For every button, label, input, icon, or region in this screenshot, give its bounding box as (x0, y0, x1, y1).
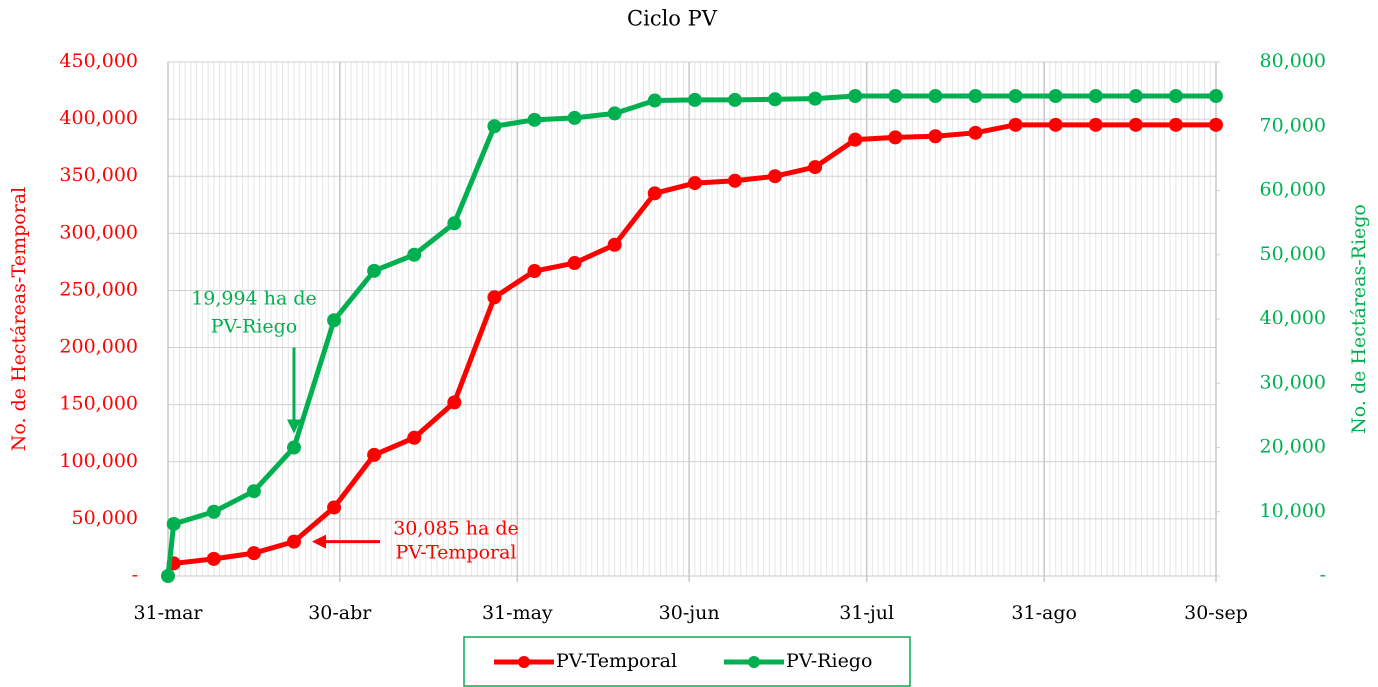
series-point (161, 569, 175, 583)
y2-tick-label: 40,000 (1260, 307, 1326, 329)
series-point (327, 313, 342, 328)
chart-title: Ciclo PV (627, 7, 718, 31)
series-point (1048, 89, 1063, 104)
series-point (1168, 117, 1183, 132)
series-point (527, 264, 542, 279)
series-point (607, 106, 622, 121)
y-tick-label: 350,000 (59, 164, 138, 186)
y2-tick-label: 20,000 (1260, 436, 1326, 458)
series-point (848, 89, 863, 104)
y-tick-label: 400,000 (59, 107, 138, 129)
series-point (367, 447, 382, 462)
x-tick-label: 30-jun (659, 602, 720, 624)
series-point (487, 119, 502, 134)
y2-axis-label: No. de Hectáreas-Riego (1348, 204, 1370, 434)
series-point (527, 112, 542, 127)
x-tick-label: 30-abr (308, 602, 372, 624)
annotation-text: 19,994 ha de (191, 288, 317, 310)
x-tick-label: 31-mar (133, 602, 203, 624)
series-point (808, 160, 823, 175)
annotation-text: 30,085 ha de (393, 518, 519, 540)
series-point (768, 169, 783, 184)
y-tick-label: 200,000 (59, 336, 138, 358)
series-point (407, 430, 422, 445)
x-tick-label: 31-may (482, 602, 553, 624)
series-point (607, 237, 622, 252)
annotation-text: PV-Temporal (395, 542, 516, 564)
y2-tick-label: 30,000 (1260, 371, 1326, 393)
series-point (1128, 117, 1143, 132)
series-point (968, 125, 983, 140)
series-point (246, 484, 261, 499)
series-point (727, 173, 742, 188)
series-point (1209, 117, 1223, 132)
series-point (286, 534, 301, 549)
y-tick-label: 250,000 (59, 278, 138, 300)
series-point (166, 516, 181, 531)
series-point (1008, 89, 1023, 104)
series-point (447, 216, 462, 231)
legend-label: PV-Temporal (556, 650, 677, 672)
series-point (1048, 117, 1063, 132)
series-point (1209, 89, 1223, 104)
y2-tick-label: 80,000 (1260, 50, 1326, 72)
series-point (928, 89, 943, 104)
series-point (647, 93, 662, 108)
series-point (286, 440, 301, 455)
y2-tick-label: 50,000 (1260, 243, 1326, 265)
x-tick-label: 30-sep (1184, 602, 1248, 624)
series-point (246, 546, 261, 561)
legend-box (463, 636, 911, 687)
series-point (1008, 117, 1023, 132)
legend-marker (748, 656, 760, 668)
series-point (848, 132, 863, 147)
y-tick-label: 150,000 (59, 393, 138, 415)
series-point (968, 89, 983, 104)
series-point (687, 176, 702, 191)
y-tick-label: 300,000 (59, 221, 138, 243)
series-point (407, 247, 422, 262)
x-tick-label: 31-jul (839, 602, 894, 624)
series-point (447, 395, 462, 410)
legend-label: PV-Riego (786, 650, 872, 672)
y-tick-label: 50,000 (72, 507, 138, 529)
y2-tick-label: 10,000 (1260, 500, 1326, 522)
y-axis-label: No. de Hectáreas-Temporal (8, 187, 30, 451)
series-point (687, 92, 702, 107)
series-point (487, 290, 502, 305)
series-point (1088, 89, 1103, 104)
y2-tick-label: - (1320, 564, 1326, 586)
series-point (567, 256, 582, 271)
y2-tick-label: 70,000 (1260, 114, 1326, 136)
legend-marker (518, 656, 530, 668)
series-point (567, 110, 582, 125)
annotation-arrowhead (286, 419, 301, 434)
y-tick-label: 450,000 (59, 50, 138, 72)
y-tick-label: 100,000 (59, 450, 138, 472)
series-point (1168, 89, 1183, 104)
series-point (1128, 89, 1143, 104)
series-point (206, 551, 221, 566)
x-tick-label: 31-ago (1011, 602, 1077, 624)
series-point (647, 186, 662, 201)
series-point (888, 130, 903, 145)
annotation-text: PV-Riego (211, 316, 297, 338)
series-point (808, 91, 823, 106)
series-point (888, 89, 903, 104)
series-point (727, 92, 742, 107)
series-point (367, 263, 382, 278)
series-line (165, 93, 1216, 577)
annotation-arrowhead (311, 534, 326, 549)
series-point (327, 500, 342, 515)
series-point (928, 129, 943, 144)
series-point (768, 92, 783, 107)
y-tick-label: - (132, 564, 138, 586)
series-point (206, 504, 221, 519)
y2-tick-label: 60,000 (1260, 179, 1326, 201)
series-point (1088, 117, 1103, 132)
